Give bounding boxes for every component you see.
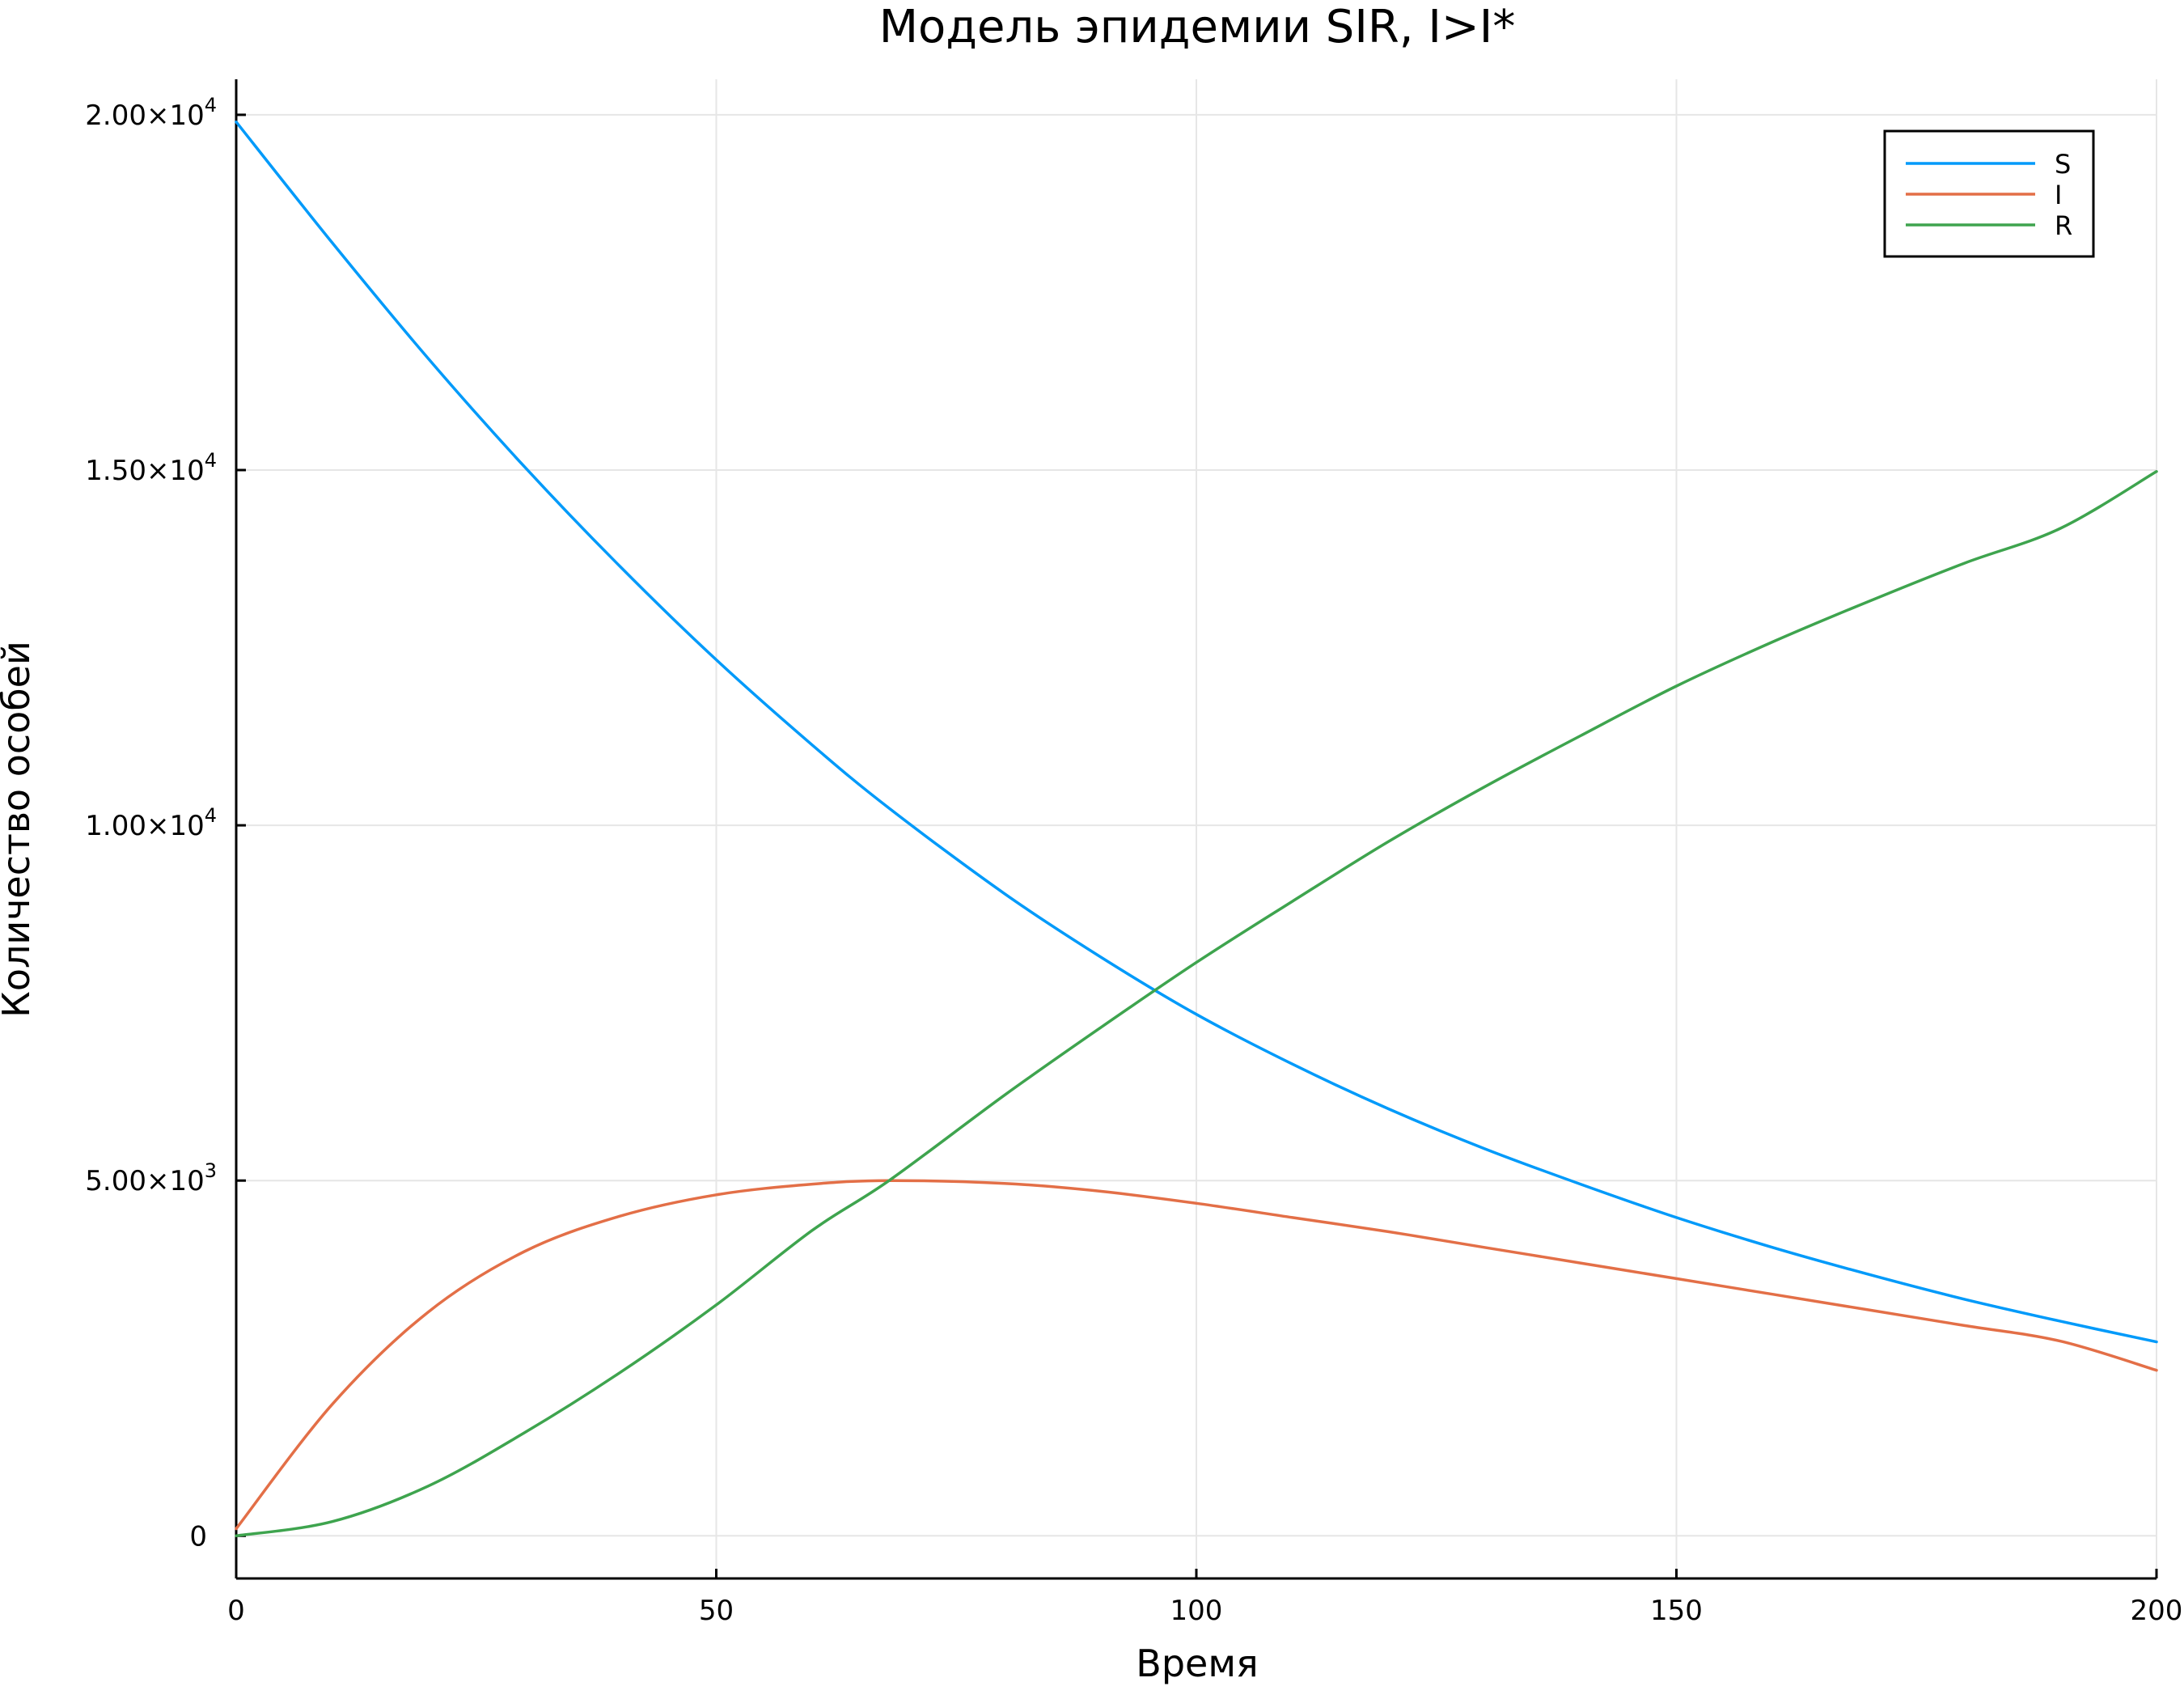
series-line-r xyxy=(235,470,2158,1538)
series xyxy=(235,120,2158,1538)
x-tick-label: 50 xyxy=(699,1595,734,1627)
y-tick-label: 0 xyxy=(189,1520,207,1553)
x-tick-label: 150 xyxy=(1650,1595,1703,1627)
legend-items: SIR xyxy=(1906,149,2072,241)
y-axis-label: Количество особей xyxy=(0,641,38,1018)
legend-label-r: R xyxy=(2055,210,2072,241)
series-line-i xyxy=(235,1179,2158,1531)
chart-title: Модель эпидемии SIR, I>I* xyxy=(879,1,1516,53)
x-ticks: 0 50 100 150 200 xyxy=(227,1569,2182,1627)
x-axis-label: Время xyxy=(1136,1642,1258,1685)
y-tick-label: 1.50×104 xyxy=(85,449,217,487)
legend: SIR xyxy=(1883,129,2095,258)
series-line-s xyxy=(235,120,2158,1344)
x-tick-label: 200 xyxy=(2131,1595,2183,1627)
legend-label-s: S xyxy=(2055,149,2071,180)
y-tick-label: 1.00×104 xyxy=(85,804,217,842)
x-tick-label: 0 xyxy=(227,1595,245,1627)
legend-label-i: I xyxy=(2055,180,2062,210)
y-ticks: 0 5.00×103 1.00×104 1.50×104 2.00×104 xyxy=(85,94,246,1553)
y-tick-label: 5.00×103 xyxy=(85,1159,217,1197)
grid xyxy=(236,79,2157,1578)
y-tick-label: 2.00×104 xyxy=(85,94,217,132)
x-tick-label: 100 xyxy=(1170,1595,1223,1627)
